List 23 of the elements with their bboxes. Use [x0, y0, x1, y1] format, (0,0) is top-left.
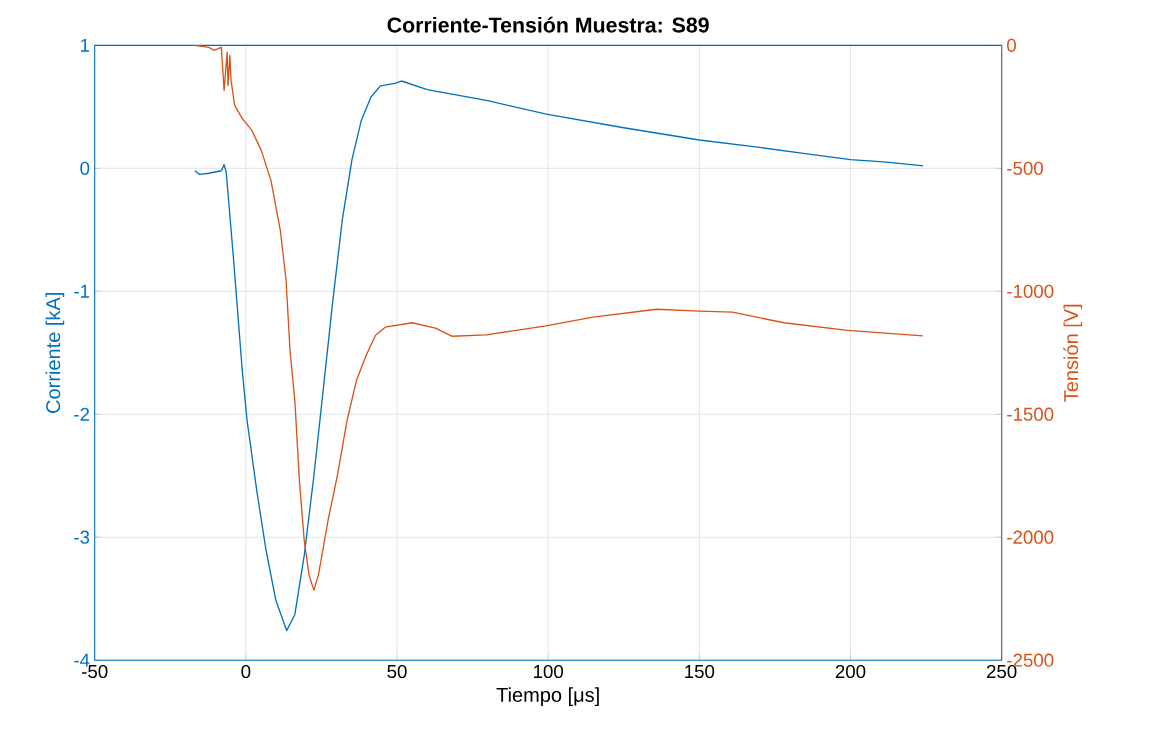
y2-tick-label: -1500: [1007, 407, 1054, 421]
y2-tick-label: -500: [1007, 161, 1043, 175]
y-axis-title: Corriente [kA]: [45, 292, 65, 413]
y2-tick-label: -1000: [1007, 284, 1054, 298]
y2-axis-title: Tensión [V]: [1063, 304, 1083, 402]
y2-tick-label: -2000: [1007, 530, 1054, 544]
y-tick-label: -4: [74, 653, 90, 667]
y-tick-label: -3: [74, 530, 90, 544]
y2-tick-label: -2500: [1007, 653, 1054, 667]
x-tick-label: 250: [986, 664, 1017, 679]
y-tick-label: -1: [74, 284, 90, 298]
x-axis-title: Tiempo [μs]: [496, 687, 599, 706]
chart-title: Corriente-Tensión Muestra: S89: [387, 16, 709, 33]
x-tick-label: 100: [534, 664, 564, 679]
x-tick-label: 0: [241, 664, 251, 679]
x-tick-label: -50: [82, 664, 108, 679]
x-tick-label: 200: [835, 664, 866, 679]
y-tick-label: 1: [81, 38, 90, 52]
y-tick-label: 0: [80, 161, 90, 175]
x-tick-label: 50: [387, 664, 407, 679]
y2-tick-label: 0: [1007, 38, 1016, 52]
y-tick-label: -2: [74, 407, 90, 421]
x-tick-label: 150: [685, 664, 715, 679]
